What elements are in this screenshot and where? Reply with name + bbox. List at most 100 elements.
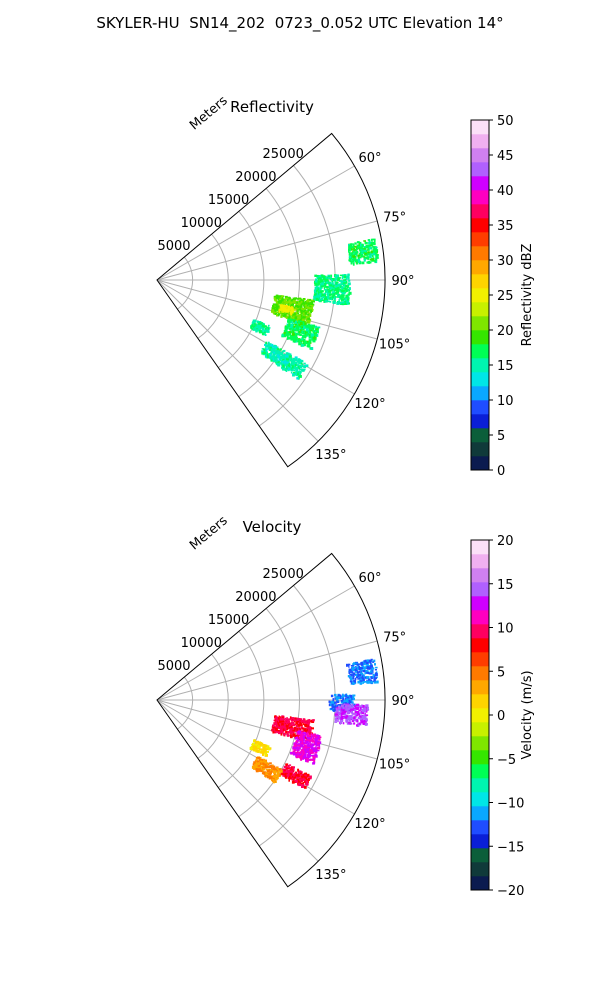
echo-cell [302, 340, 305, 343]
echo-cell [318, 735, 320, 739]
echo-cell [335, 274, 339, 277]
echo-cell [297, 783, 300, 786]
echo-cell [258, 322, 262, 325]
echo-data [250, 238, 379, 380]
echo-cell [354, 713, 356, 716]
echo-cell [261, 761, 263, 764]
echo-cell [369, 244, 372, 247]
echo-cell [359, 243, 362, 247]
echo-cell [341, 291, 345, 295]
echo-cell [324, 291, 327, 294]
echo-cell [342, 706, 345, 709]
echo-cell [292, 723, 295, 727]
echo-cell [273, 311, 276, 313]
theta-gridline [156, 699, 319, 862]
colorbar-tick-label: 15 [497, 359, 514, 374]
echo-cell [298, 374, 302, 378]
colorbar-tick-label: 30 [497, 254, 514, 269]
echo-cell [340, 704, 344, 708]
echo-cell [274, 360, 277, 363]
echo-cell [281, 727, 284, 730]
echo-cell [348, 291, 352, 295]
echo-cell [295, 780, 298, 783]
echo-cell [302, 729, 305, 732]
echo-cell [305, 333, 309, 336]
echo-cell [341, 708, 343, 712]
echo-cell [266, 762, 269, 765]
echo-cell [299, 729, 302, 731]
echo-cell [364, 257, 368, 259]
echo-cell [258, 742, 261, 745]
echo-cell [361, 709, 364, 712]
echo-cell [283, 330, 287, 333]
echo-cell [273, 298, 276, 301]
echo-cell [347, 282, 351, 286]
echo-cell [297, 753, 301, 756]
colorbar-segment [471, 736, 489, 751]
echo-cell [304, 774, 307, 777]
echo-cell [255, 769, 259, 773]
echo-cell [298, 782, 301, 785]
echo-cell [288, 765, 290, 768]
colorbar-segment [471, 848, 489, 863]
echo-cell [316, 749, 320, 752]
echo-cell [254, 741, 258, 744]
echo-cell [362, 681, 364, 684]
echo-cell [301, 327, 304, 330]
colorbar-segment [471, 162, 489, 177]
echo-cell [296, 377, 299, 380]
colorbar-segment [471, 694, 489, 709]
echo-cell [281, 366, 284, 370]
echo-cell [358, 712, 362, 714]
theta-gridline [156, 279, 319, 442]
echo-cell [300, 726, 303, 728]
echo-cell [302, 326, 306, 329]
echo-cell [290, 732, 292, 736]
echo-cell [302, 727, 305, 730]
echo-cell [334, 701, 337, 704]
echo-cell [348, 671, 351, 674]
echo-cell [283, 332, 287, 335]
echo-cell [301, 312, 304, 315]
echo-cell [287, 319, 290, 322]
echo-cell [317, 281, 321, 285]
echo-cell [305, 364, 307, 367]
echo-cell [372, 676, 375, 678]
echo-cell [281, 720, 285, 723]
echo-cell [271, 355, 274, 358]
echo-cell [291, 720, 293, 723]
echo-cell [280, 732, 283, 736]
echo-cell [309, 307, 312, 310]
echo-cell [274, 310, 277, 312]
echo-cell [305, 777, 307, 781]
echo-cell [357, 673, 360, 677]
echo-cell [329, 281, 332, 285]
echo-cell [304, 341, 307, 345]
echo-cell [300, 782, 304, 785]
echo-cell [299, 329, 302, 331]
echo-cell [314, 753, 316, 755]
echo-cell [255, 758, 258, 762]
echo-cell [332, 278, 335, 281]
echo-cell [286, 299, 289, 302]
echo-cell [332, 296, 336, 299]
echo-cell [368, 240, 371, 243]
echo-cell [345, 698, 349, 702]
colorbar-segment [471, 246, 489, 261]
echo-cell [336, 276, 339, 278]
echo-cell [279, 311, 282, 314]
echo-cell [331, 705, 334, 708]
echo-cell [264, 347, 267, 350]
echo-cell [286, 718, 289, 721]
echo-cell [300, 739, 304, 743]
echo-cell [338, 717, 341, 720]
echo-cell [290, 299, 293, 302]
echo-cell [281, 301, 284, 303]
echo-cell [254, 764, 257, 767]
echo-cell [343, 705, 345, 708]
echo-cell [345, 719, 349, 723]
echo-cell [266, 750, 269, 753]
echo-cell [347, 699, 350, 703]
echo-cell [306, 736, 308, 739]
echo-cell [328, 700, 331, 703]
